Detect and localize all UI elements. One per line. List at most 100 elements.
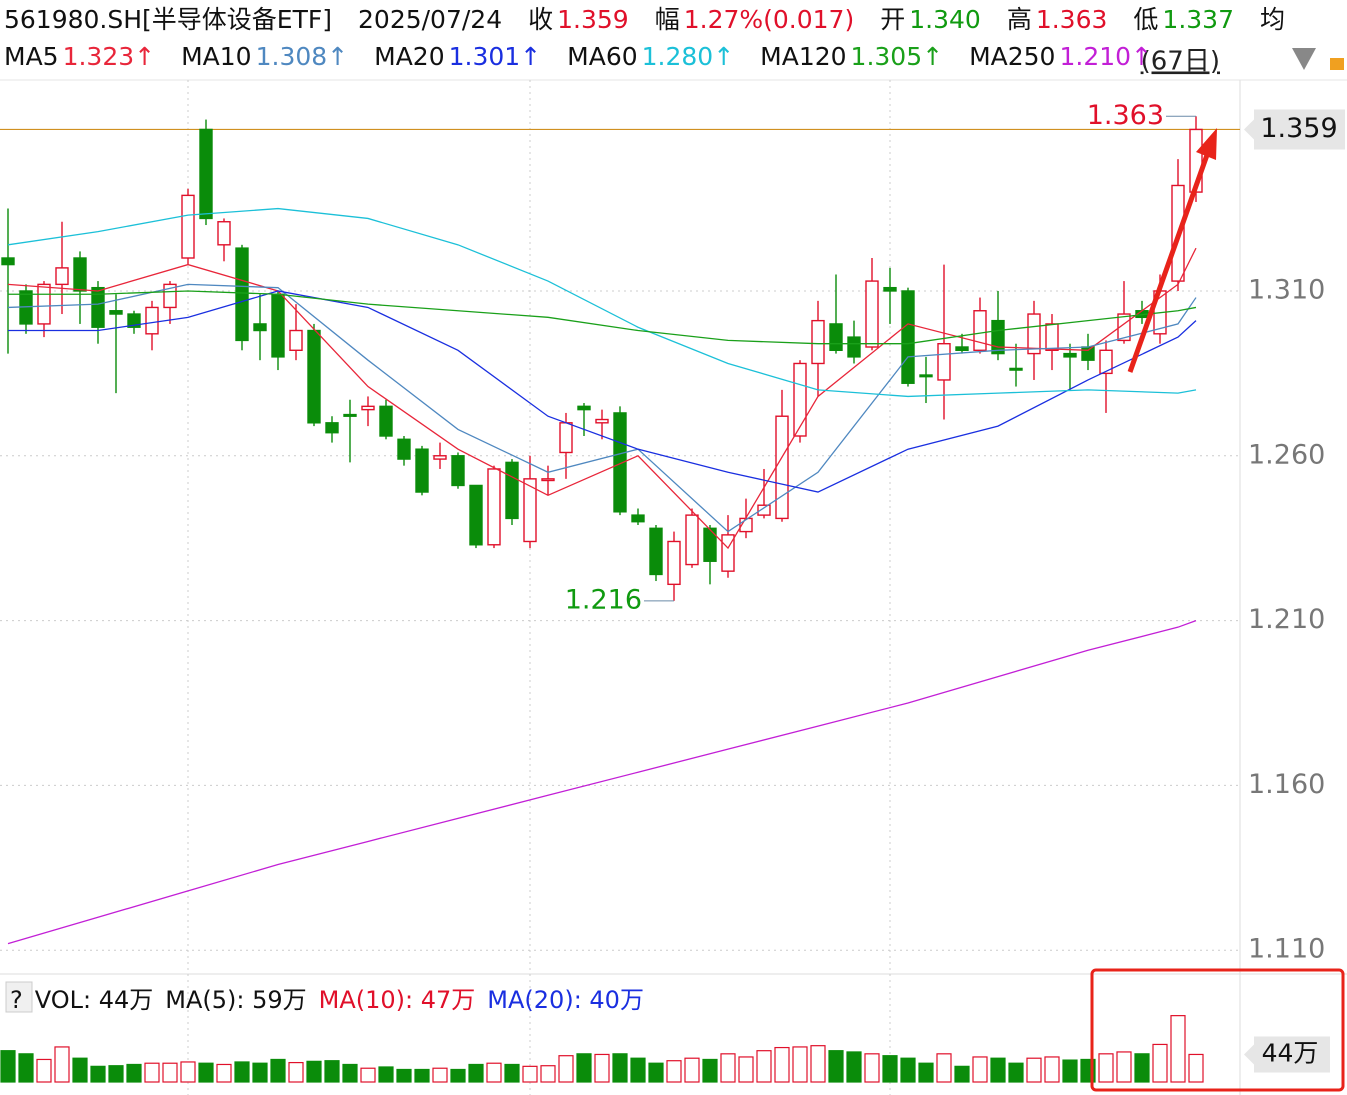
candle-body: [505, 461, 519, 520]
candle-body: [307, 329, 321, 424]
y-tick-label: 1.310: [1248, 274, 1325, 305]
candle-body: [793, 362, 807, 437]
volume-bar: [1008, 1062, 1024, 1083]
volume-bar: [918, 1062, 934, 1083]
ma-line: [8, 290, 1197, 493]
dropdown[interactable]: [1292, 48, 1316, 70]
candle-body: [469, 484, 483, 546]
date: 2025/07/24: [358, 5, 503, 34]
field-value: 1.27%(0.017): [683, 5, 855, 34]
volume-tag-label: 44万: [1262, 1038, 1319, 1067]
volume-bar: [0, 1050, 16, 1083]
volume-bar: [954, 1065, 970, 1083]
volume-bar: [1044, 1056, 1060, 1083]
y-tick-label: 1.260: [1248, 439, 1325, 470]
ma-legend: MA5 1.323↑ MA10 1.308↑ MA20 1.301↑ MA60 1.280↑ M…: [4, 42, 1204, 78]
volume-bar: [1152, 1043, 1168, 1083]
volume-bar: [594, 1053, 610, 1083]
candle-body: [1063, 352, 1077, 358]
ma-name: MA10: [181, 42, 252, 71]
candle-body: [541, 478, 555, 482]
candle-body: [109, 310, 123, 315]
volume-legend: ? VOL: 44万 MA(5): 59万 MA(10): 47万 MA(20): 40…: [4, 980, 1084, 1014]
candle-body: [487, 468, 501, 546]
candle-body: [325, 422, 339, 434]
candle-body: [1081, 346, 1095, 361]
volume-bar: [720, 1053, 736, 1083]
candle-body: [1009, 367, 1023, 371]
candle-body: [613, 412, 627, 513]
field-label: 幅: [654, 5, 680, 34]
candle-body: [631, 514, 645, 523]
candle-body: [199, 128, 213, 220]
volume-bar: [468, 1063, 484, 1083]
icon[interactable]: [1330, 58, 1344, 70]
candle-body: [523, 478, 537, 543]
candle-body: [271, 293, 285, 358]
help-box[interactable]: [5, 981, 33, 1013]
candle-body: [127, 313, 141, 328]
volume-bar: [1116, 1051, 1132, 1083]
volume-bar: [972, 1056, 988, 1083]
volume-bar: [396, 1068, 412, 1083]
candle-body: [973, 310, 987, 351]
volume-bar: [774, 1046, 790, 1083]
annotation: 1.216: [565, 584, 642, 615]
volume-bar: [1188, 1053, 1204, 1083]
volume-bar: [450, 1068, 466, 1083]
candle-body: [757, 504, 771, 516]
volume-bar: [288, 1061, 304, 1083]
volume-bar: [810, 1045, 826, 1083]
candle-body: [37, 283, 51, 325]
candle-body: [1117, 313, 1131, 342]
volume-bar: [54, 1046, 70, 1083]
candle-body: [91, 286, 105, 328]
volume-bar: [702, 1058, 718, 1083]
field-value: 1.359: [557, 5, 629, 34]
volume-bar: [414, 1068, 430, 1083]
field-label: 收: [528, 5, 554, 34]
candle-body: [829, 323, 843, 351]
volume-bar: [864, 1053, 880, 1083]
volume-bar: [1062, 1059, 1078, 1083]
volume-bar: [36, 1058, 52, 1083]
candle-body: [559, 422, 573, 454]
candle-body: [343, 413, 357, 417]
plot: 1.110 1.160 1.210 1.260 1.310 1.363 1.216 1.359…: [0, 80, 1345, 1095]
candle-body: [1027, 313, 1041, 355]
candle-body: [1045, 323, 1059, 351]
volume-bar: [846, 1051, 862, 1083]
volume-bar: [1098, 1053, 1114, 1083]
candle-body: [811, 319, 825, 365]
volume-bar: [18, 1053, 34, 1083]
candle-body: [217, 221, 231, 246]
field-label: 低: [1133, 5, 1159, 34]
volume-bar: [828, 1050, 844, 1083]
candle-body: [145, 306, 159, 335]
ma-name: MA120: [760, 42, 847, 71]
volume-bar: [144, 1062, 160, 1083]
candle-body: [235, 247, 249, 342]
header: 561980.SH[半导体设备ETF] 2025/07/24 收 1.359 幅 1.27…: [4, 0, 1347, 36]
volume-bar: [504, 1063, 520, 1083]
candle-body: [703, 527, 717, 562]
candle-body: [181, 194, 195, 259]
volume-bar: [72, 1057, 88, 1083]
volume-bar: [108, 1065, 124, 1083]
ma-line: [7, 619, 1197, 945]
volume-bar: [216, 1063, 232, 1083]
ma-line: [7, 207, 1197, 398]
candle-body: [937, 343, 951, 381]
candle-body: [883, 286, 897, 292]
help: ?: [10, 986, 23, 1014]
field-label: 高: [1006, 5, 1032, 34]
volume-bar: [792, 1046, 808, 1083]
field-label: 均: [1260, 5, 1286, 34]
volume-bar: [198, 1062, 214, 1083]
volume-bar: [360, 1067, 376, 1083]
period[interactable]: (67日): [1141, 47, 1220, 77]
volume-bar: [270, 1058, 286, 1083]
volume-bar: [306, 1060, 322, 1083]
candle-body: [73, 257, 87, 292]
